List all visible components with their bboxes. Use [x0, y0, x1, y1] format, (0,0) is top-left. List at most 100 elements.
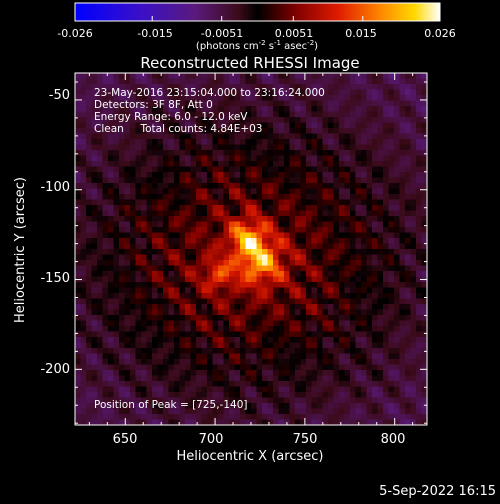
heatmap-cell [267, 271, 274, 277]
heatmap-cell [256, 254, 263, 261]
heatmap-cell [372, 326, 378, 332]
heatmap-cell [339, 100, 345, 107]
heatmap-cell [295, 315, 301, 321]
heatmap-cell [278, 194, 285, 200]
heatmap-cell [108, 73, 114, 79]
heatmap-cell [350, 133, 356, 140]
heatmap-cell [366, 331, 373, 338]
heatmap-cell [284, 89, 290, 96]
heatmap-cell [119, 419, 125, 426]
heatmap-cell [130, 100, 136, 107]
heatmap-cell [300, 232, 307, 239]
heatmap-cell [284, 133, 290, 140]
heatmap-cell [163, 348, 169, 354]
heatmap-cell [108, 128, 114, 134]
heatmap-cell [119, 282, 125, 288]
heatmap-cell [328, 403, 334, 409]
heatmap-cell [273, 106, 279, 112]
heatmap-cell [278, 359, 285, 365]
heatmap-cell [157, 386, 164, 393]
heatmap-cell [410, 254, 417, 261]
heatmap-cell [229, 139, 235, 145]
heatmap-cell [124, 287, 131, 294]
heatmap-cell [284, 232, 290, 239]
heatmap-cell [113, 331, 120, 338]
heatmap-cell [196, 95, 202, 101]
heatmap-cell [333, 353, 340, 360]
heatmap-cell [113, 249, 120, 255]
heatmap-cell [273, 139, 279, 145]
heatmap-cell [119, 320, 125, 327]
heatmap-cell [251, 210, 257, 217]
heatmap-cell [284, 364, 290, 371]
heatmap-cell [311, 205, 318, 211]
heatmap-cell [229, 304, 235, 310]
heatmap-cell [278, 353, 285, 360]
heatmap-cell [130, 232, 136, 239]
heatmap-cell [366, 287, 373, 294]
heatmap-cell [361, 265, 367, 272]
heatmap-cell [421, 381, 428, 387]
heatmap-cell [339, 106, 345, 112]
heatmap-cell [141, 392, 147, 398]
heatmap-cell [317, 89, 323, 96]
heatmap-cell [289, 260, 296, 266]
heatmap-cell [421, 188, 428, 195]
heatmap-cell [179, 370, 186, 376]
heatmap-cell [350, 265, 356, 272]
heatmap-cell [212, 287, 219, 294]
heatmap-cell [311, 216, 318, 222]
heatmap-cell [174, 249, 180, 255]
heatmap-cell [201, 359, 208, 365]
heatmap-cell [234, 84, 241, 90]
heatmap-cell [251, 111, 257, 118]
heatmap-cell [267, 342, 274, 349]
heatmap-cell [410, 161, 417, 167]
heatmap-cell [278, 348, 285, 354]
heatmap-cell [185, 188, 191, 195]
heatmap-cell [91, 315, 98, 321]
heatmap-cell [201, 122, 208, 129]
heatmap-cell [311, 353, 318, 360]
heatmap-cell [377, 359, 384, 365]
heatmap-cell [410, 73, 417, 79]
heatmap-cell [333, 287, 340, 294]
heatmap-cell [361, 392, 367, 398]
heatmap-cell [135, 144, 142, 151]
heatmap-cell [388, 117, 395, 123]
heatmap-cell [383, 320, 389, 327]
heatmap-cell [223, 150, 230, 156]
heatmap-cell [262, 381, 268, 387]
heatmap-cell [75, 133, 81, 140]
heatmap-cell [163, 331, 169, 338]
heatmap-cell [163, 139, 169, 145]
heatmap-cell [108, 177, 114, 184]
heatmap-cell [196, 194, 202, 200]
heatmap-cell [212, 392, 219, 398]
heatmap-cell [234, 95, 241, 101]
heatmap-cell [75, 315, 81, 321]
heatmap-cell [350, 337, 356, 343]
heatmap-cell [344, 364, 351, 371]
heatmap-cell [179, 117, 186, 123]
heatmap-cell [317, 293, 323, 299]
heatmap-cell [284, 403, 290, 409]
heatmap-cell [97, 331, 103, 338]
heatmap-cell [328, 419, 334, 426]
heatmap-cell [383, 331, 389, 338]
heatmap-cell [201, 271, 208, 277]
heatmap-cell [256, 403, 263, 409]
heatmap-cell [394, 139, 400, 145]
heatmap-cell [212, 276, 219, 283]
heatmap-cell [344, 326, 351, 332]
heatmap-cell [344, 205, 351, 211]
heatmap-cell [75, 210, 81, 217]
heatmap-cell [405, 254, 411, 261]
heatmap-cell [251, 139, 257, 145]
heatmap-cell [344, 210, 351, 217]
heatmap-cell [174, 320, 180, 327]
heatmap-cell [410, 364, 417, 371]
heatmap-cell [91, 348, 98, 354]
heatmap-cell [240, 375, 246, 382]
heatmap-cell [190, 298, 197, 305]
